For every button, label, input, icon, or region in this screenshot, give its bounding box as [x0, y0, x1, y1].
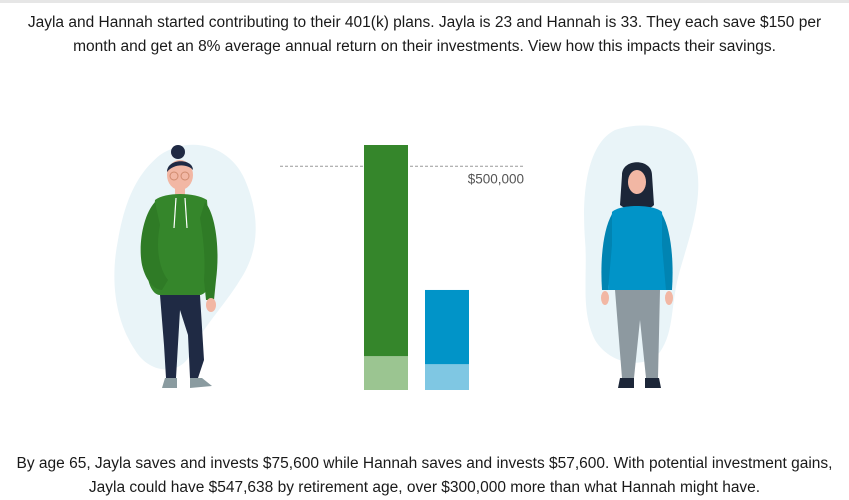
- bar-hannah-contributions: [425, 364, 469, 390]
- savings-bar-chart-svg: $500,000: [280, 145, 525, 390]
- savings-bar-chart: $500,000: [270, 135, 540, 400]
- woman-hijab-blue-sweater-icon: [570, 120, 720, 410]
- bar-jayla-contributions: [364, 356, 408, 390]
- bars-group: [364, 145, 469, 390]
- bar-jayla-gains: [364, 145, 408, 357]
- reference-line-label: $500,000: [468, 171, 524, 186]
- summary-paragraph: By age 65, Jayla saves and invests $75,6…: [16, 455, 833, 496]
- top-divider: [0, 0, 849, 3]
- bar-hannah-gains: [425, 289, 469, 365]
- woman-green-hoodie-icon: [110, 130, 280, 410]
- savings-illustration: $500,000: [0, 110, 849, 410]
- intro-paragraph: Jayla and Hannah started contributing to…: [27, 14, 822, 55]
